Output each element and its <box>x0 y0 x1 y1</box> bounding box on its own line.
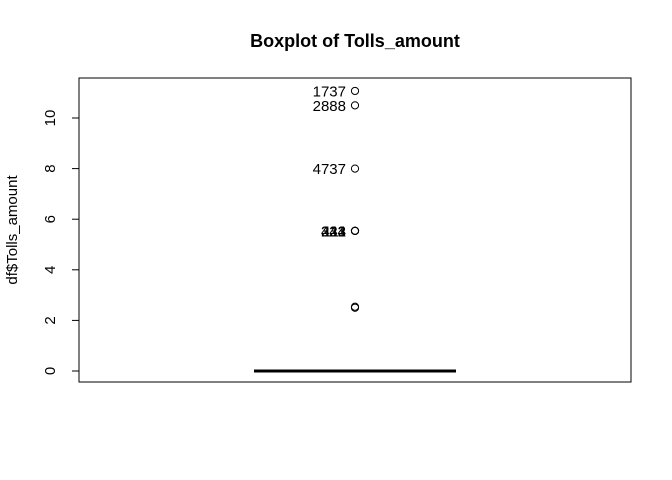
outlier-point <box>350 226 360 235</box>
y-tick-label: 4 <box>42 266 59 274</box>
plot-frame <box>78 77 632 383</box>
outlier-label: 333 <box>321 223 346 240</box>
outlier-point <box>350 164 360 173</box>
y-tick-label: 10 <box>42 110 59 127</box>
y-tick-label: 6 <box>42 215 59 223</box>
y-axis-label: df$Tolls_amount <box>4 175 21 285</box>
outlier-label: 4737 <box>313 161 346 178</box>
y-axis: 0 2 4 6 8 10 <box>42 110 80 375</box>
outlier-point <box>350 101 360 110</box>
outlier-label: 2888 <box>313 98 346 115</box>
outlier-label: 1737 <box>313 83 346 100</box>
outlier-label: 222 <box>321 223 346 240</box>
y-tick-label: 2 <box>42 316 59 324</box>
y-tick-label: 0 <box>42 367 59 375</box>
chart-title: Boxplot of Tolls_amount <box>250 31 460 51</box>
outlier-point <box>350 303 360 312</box>
outlier-label: 111 <box>323 223 346 240</box>
y-tick-label: 8 <box>42 164 59 172</box>
outlier-point <box>350 86 360 96</box>
outlier-label: 444 <box>321 223 346 240</box>
